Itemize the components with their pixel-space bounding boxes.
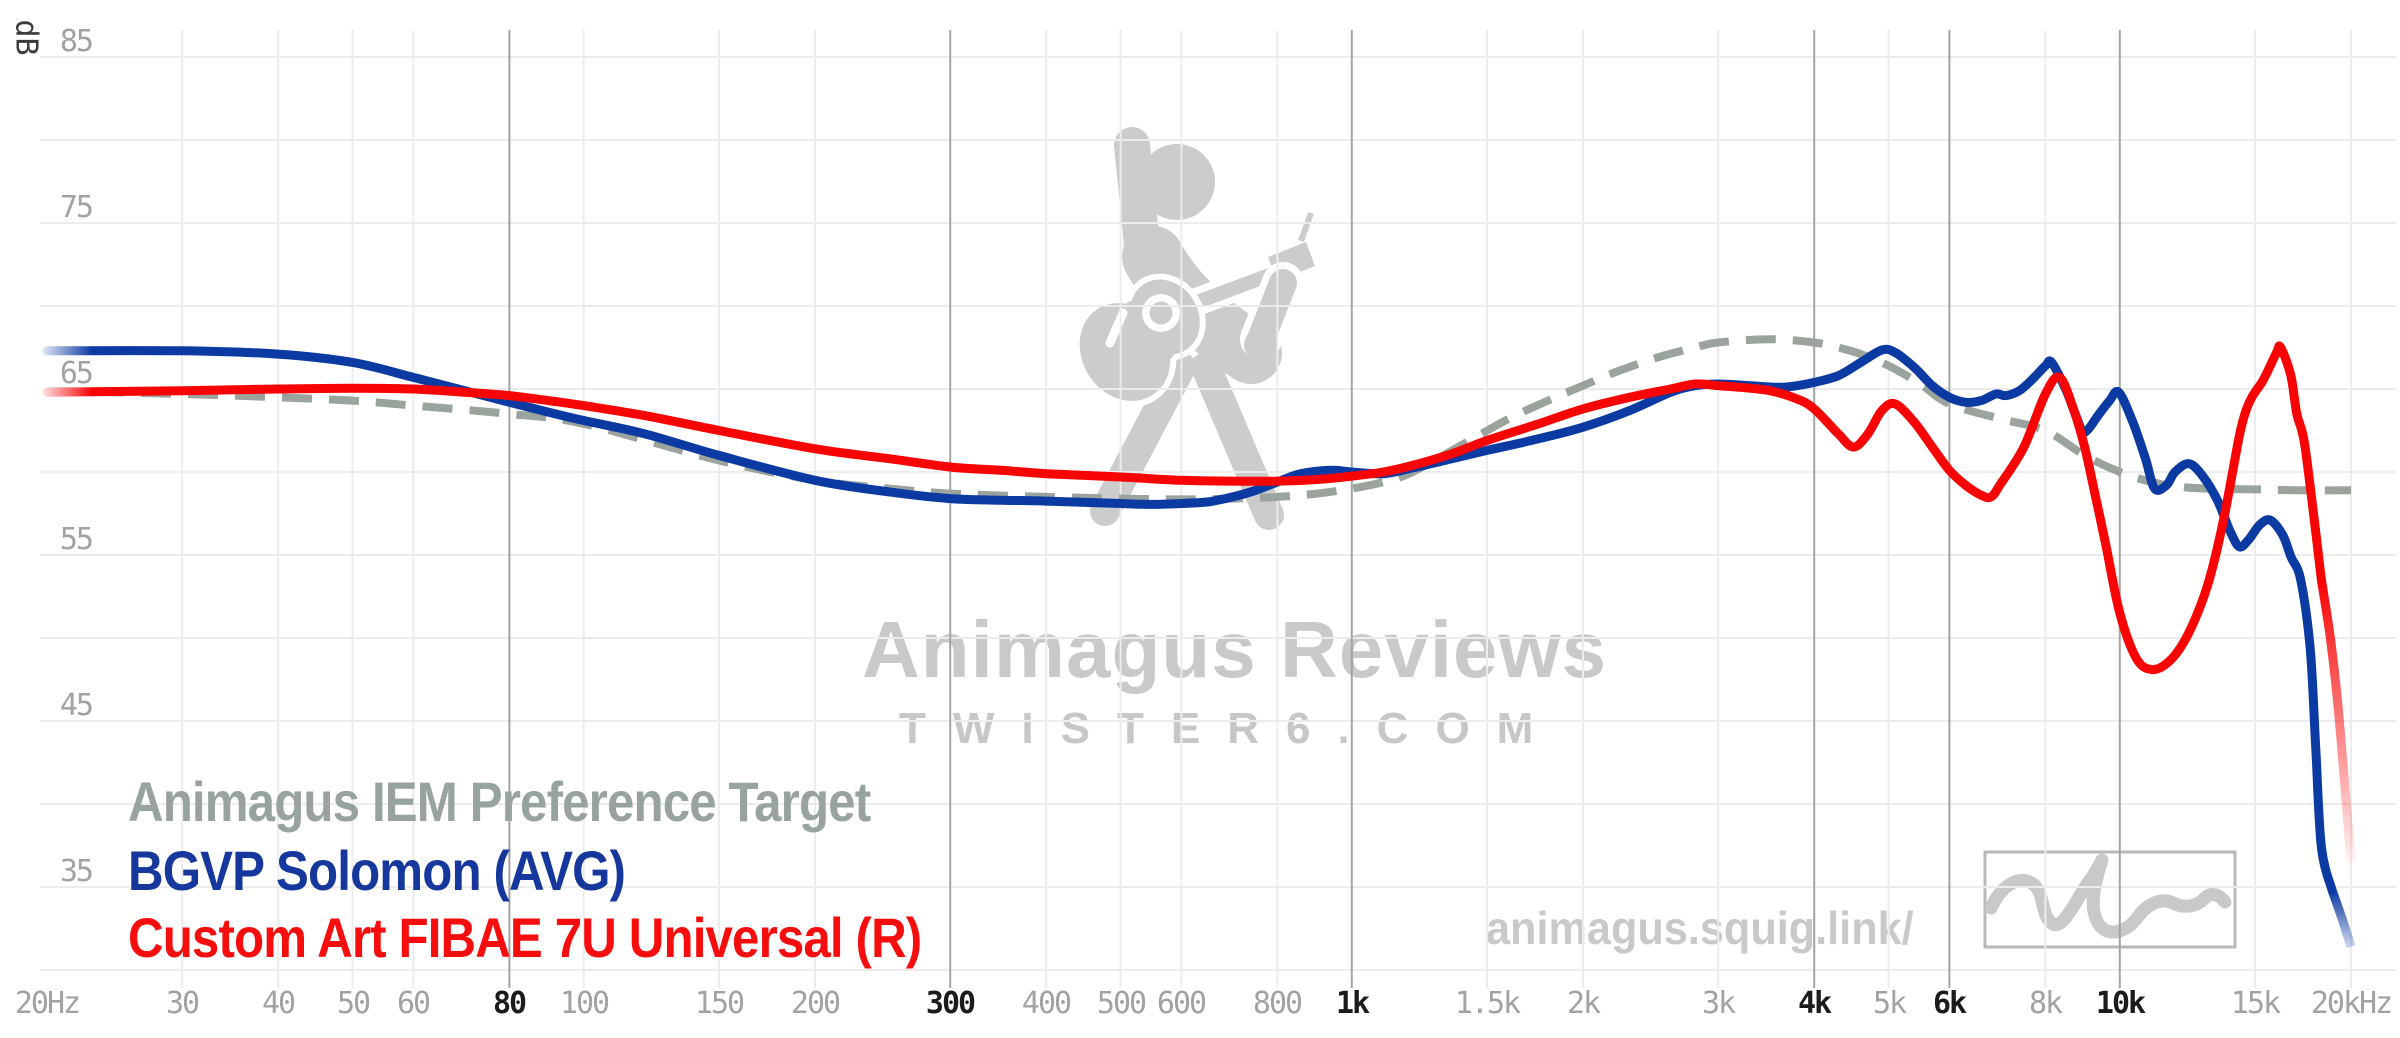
y-tick-label-75: 75 xyxy=(59,190,94,225)
legend-item-custom-art-fibae: Custom Art FIBAE 7U Universal (R) xyxy=(128,906,922,969)
squig-link-url: animagus.squig.link/ xyxy=(1486,902,1914,954)
x-tick-label-10k: 10k xyxy=(2095,986,2146,1021)
x-tick-label-8k: 8k xyxy=(2028,986,2063,1021)
y-tick-label-55: 55 xyxy=(59,522,94,557)
x-tick-label-2k: 2k xyxy=(1566,986,1601,1021)
x-tick-label-500: 500 xyxy=(1096,986,1147,1021)
x-tick-label-4k: 4k xyxy=(1797,986,1832,1021)
y-tick-label-35: 35 xyxy=(59,854,94,889)
x-tick-label-150: 150 xyxy=(694,986,745,1021)
x-tick-label-1.5k: 1.5k xyxy=(1454,986,1521,1021)
x-tick-label-60: 60 xyxy=(396,986,431,1021)
legend-item-bgvp-solomon: BGVP Solomon (AVG) xyxy=(128,839,626,902)
y-tick-label-65: 65 xyxy=(59,356,94,391)
x-tick-label-200: 200 xyxy=(790,986,841,1021)
x-tick-label-50: 50 xyxy=(336,986,371,1021)
x-tick-label-20Hz: 20Hz xyxy=(14,986,81,1021)
x-tick-label-600: 600 xyxy=(1156,986,1207,1021)
legend-item-target: Animagus IEM Preference Target xyxy=(128,770,871,833)
x-tick-label-80: 80 xyxy=(492,986,527,1021)
y-tick-label-85: 85 xyxy=(59,24,94,59)
x-tick-label-1k: 1k xyxy=(1335,986,1370,1021)
y-tick-label-45: 45 xyxy=(59,688,94,723)
x-tick-label-15k: 15k xyxy=(2230,986,2281,1021)
x-tick-label-40: 40 xyxy=(261,986,296,1021)
x-tick-label-300: 300 xyxy=(925,986,976,1021)
x-tick-label-6k: 6k xyxy=(1932,986,1967,1021)
x-tick-label-5k: 5k xyxy=(1872,986,1907,1021)
x-tick-label-20kHz: 20kHz xyxy=(2310,986,2393,1021)
x-tick-label-400: 400 xyxy=(1021,986,1072,1021)
x-tick-label-30: 30 xyxy=(165,986,200,1021)
x-tick-label-800: 800 xyxy=(1252,986,1303,1021)
x-tick-label-3k: 3k xyxy=(1701,986,1736,1021)
x-tick-label-100: 100 xyxy=(559,986,610,1021)
